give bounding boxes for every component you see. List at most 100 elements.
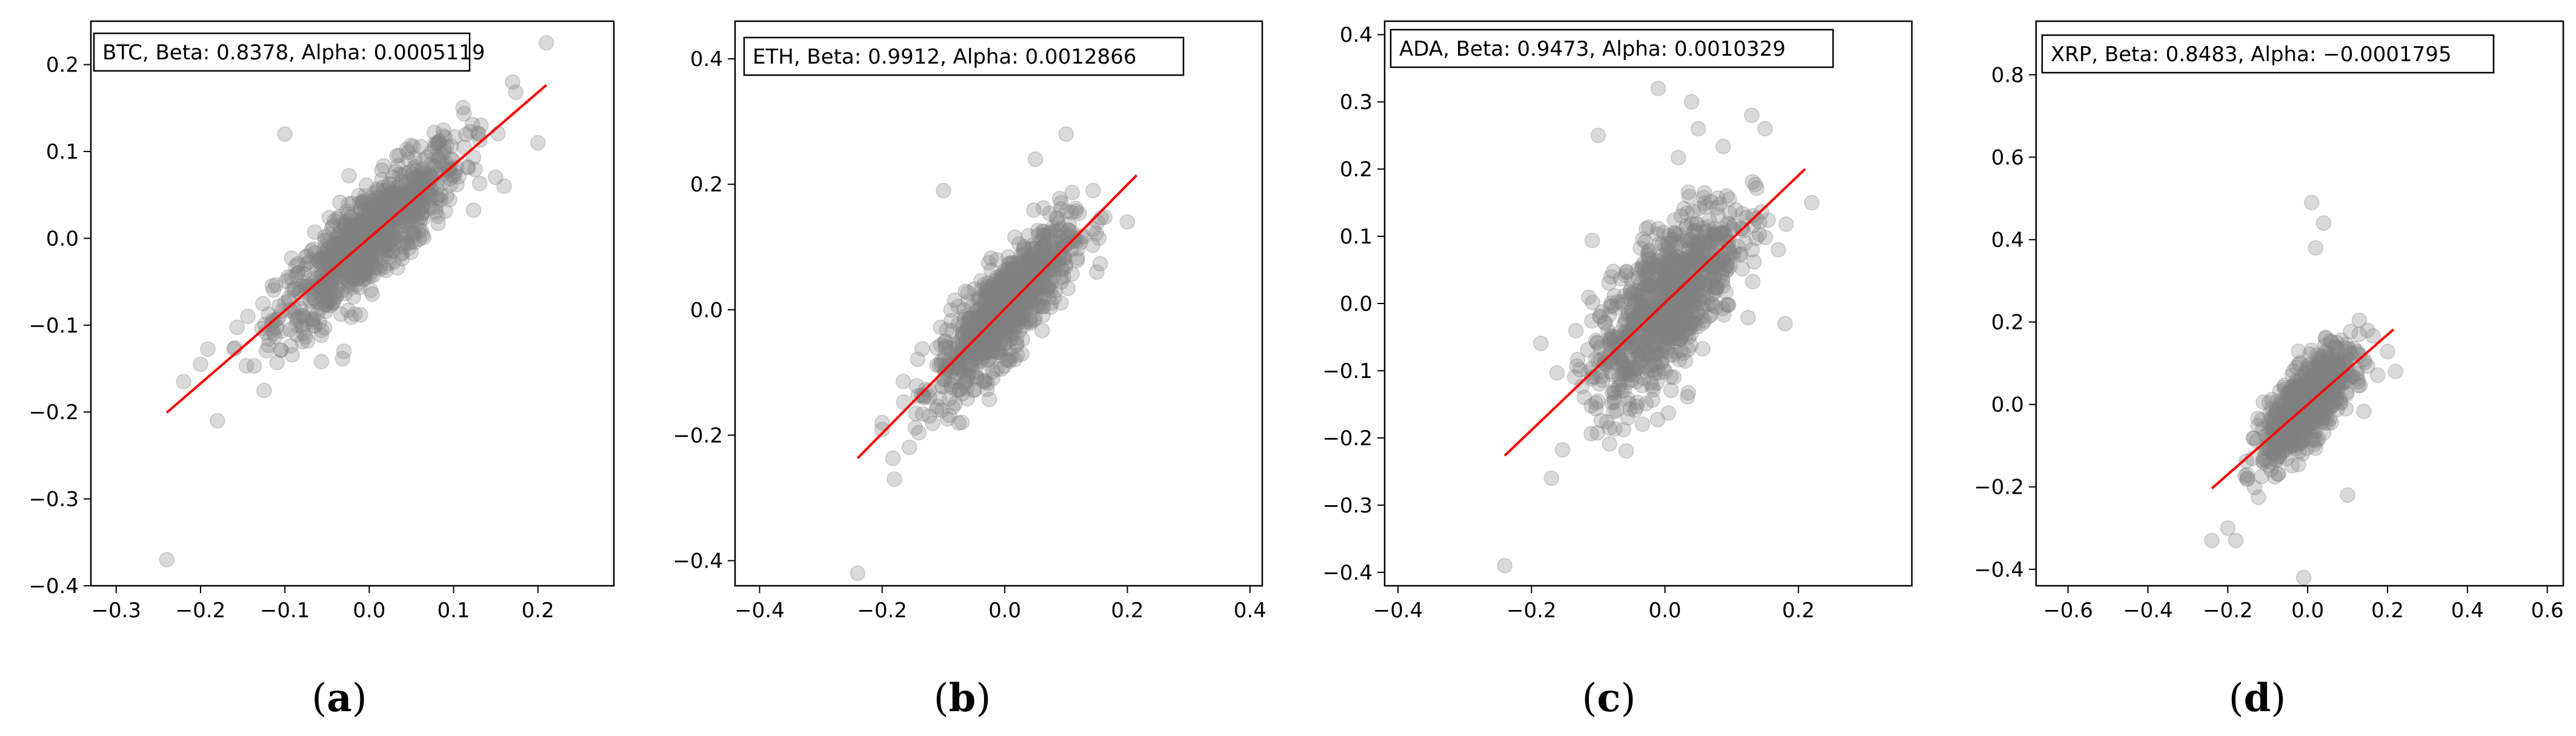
scatter-point — [357, 230, 373, 246]
scatter-point — [394, 251, 410, 267]
caption-a: (a) — [311, 675, 367, 721]
scatter-point — [1002, 285, 1018, 301]
scatter-point — [355, 271, 371, 287]
scatter-point — [997, 287, 1014, 303]
scatter-point — [334, 241, 350, 257]
scatter-point — [400, 144, 416, 161]
scatter-point — [1035, 299, 1051, 315]
x-tick-label: −0.4 — [1373, 598, 1423, 623]
scatter-point — [401, 240, 417, 256]
scatter-point — [364, 225, 379, 240]
scatter-point — [381, 217, 396, 233]
scatter-point — [1004, 311, 1020, 327]
scatter-point — [398, 182, 413, 198]
scatter-point — [505, 74, 521, 90]
scatter-point — [313, 257, 330, 273]
scatter-point — [371, 224, 388, 240]
scatter-point — [374, 171, 390, 188]
scatter-point — [380, 230, 396, 246]
scatter-point — [983, 262, 999, 278]
scatter-point — [405, 179, 421, 194]
scatter-point — [414, 199, 430, 216]
scatter-point — [345, 226, 361, 242]
scatter-point — [331, 236, 347, 252]
legend-text-ada: ADA, Beta: 0.9473, Alpha: 0.0010329 — [1399, 37, 1786, 61]
scatter-point — [308, 293, 324, 310]
scatter-point — [1000, 273, 1016, 288]
scatter-point — [1640, 271, 1656, 287]
scatter-point — [351, 268, 367, 285]
scatter-point — [349, 245, 365, 261]
scatter-point — [947, 336, 963, 352]
scatter-point — [1014, 280, 1030, 296]
scatter-point — [325, 294, 341, 310]
scatter-point — [383, 234, 399, 250]
scatter-point — [1070, 250, 1085, 266]
scatter-point — [1007, 279, 1023, 294]
scatter-point — [329, 239, 345, 255]
scatter-point — [962, 317, 977, 333]
axes-frame — [90, 20, 615, 587]
scatter-point — [310, 305, 325, 322]
scatter-point — [990, 319, 1006, 334]
y-tick-label: 0.6 — [1991, 145, 2024, 170]
scatter-point — [914, 341, 930, 357]
scatter-point — [1002, 353, 1017, 369]
scatter-point — [417, 191, 433, 207]
scatter-point — [1001, 341, 1017, 357]
scatter-point — [971, 289, 987, 305]
scatter-point — [317, 233, 333, 248]
scatter-point — [367, 259, 383, 275]
scatter-point — [975, 328, 991, 343]
scatter-point — [1715, 138, 1731, 154]
scatter-point — [381, 242, 397, 258]
scatter-point — [1554, 442, 1571, 458]
scatter-point — [957, 308, 973, 325]
scatter-point — [296, 308, 312, 324]
scatter-point — [390, 260, 405, 276]
scatter-point — [1770, 242, 1786, 257]
scatter-point — [951, 415, 967, 431]
scatter-point — [332, 225, 348, 241]
scatter-point — [2291, 457, 2306, 472]
scatter-point — [1671, 227, 1687, 242]
scatter-point — [348, 250, 364, 266]
scatter-point — [1611, 370, 1627, 386]
scatter-point — [304, 311, 320, 328]
scatter-point — [302, 303, 318, 320]
scatter-point — [361, 219, 377, 236]
scatter-point — [318, 296, 334, 313]
scatter-point — [416, 179, 431, 195]
scatter-point — [325, 241, 342, 257]
scatter-point — [379, 224, 395, 240]
legend-box — [93, 32, 471, 72]
scatter-point — [365, 214, 381, 231]
scatter-point — [254, 320, 270, 337]
scatter-point — [471, 176, 488, 191]
scatter-point — [887, 471, 902, 487]
scatter-point — [973, 273, 989, 289]
scatter-point — [398, 176, 413, 192]
scatter-point — [362, 205, 379, 220]
scatter-point — [976, 311, 992, 327]
scatter-point — [406, 206, 422, 222]
scatter-point — [255, 296, 271, 311]
scatter-point — [346, 226, 362, 242]
scatter-point — [373, 231, 389, 247]
scatter-point — [357, 214, 373, 230]
scatter-point — [1005, 255, 1020, 271]
scatter-point — [368, 201, 384, 217]
caption-b: (b) — [933, 675, 991, 721]
scatter-point — [1670, 150, 1686, 165]
scatter-point — [318, 303, 334, 319]
y-tick-label: −0.2 — [1322, 426, 1373, 451]
scatter-point — [389, 188, 405, 204]
scatter-point — [395, 187, 411, 203]
scatter-point — [393, 213, 409, 230]
scatter-point — [321, 295, 337, 311]
scatter-point — [345, 241, 361, 257]
scatter-point — [354, 211, 370, 228]
scatter-point — [911, 425, 927, 441]
scatter-point — [1058, 126, 1074, 142]
scatter-point — [361, 253, 377, 270]
